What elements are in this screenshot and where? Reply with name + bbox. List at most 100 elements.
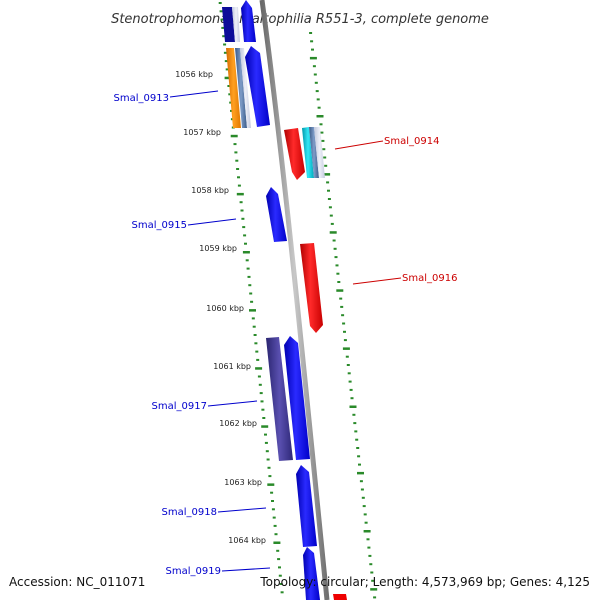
gene-smal-0915[interactable]: [266, 187, 287, 242]
track-dot: [223, 51, 227, 54]
track-dot: [277, 558, 281, 561]
track-dot: [235, 159, 239, 162]
track-dot: [369, 563, 373, 566]
track-dot: [271, 508, 275, 511]
track-dot: [313, 73, 317, 76]
track-dot: [340, 305, 344, 308]
track-dot: [243, 234, 247, 237]
track-major-tick: [236, 192, 244, 196]
track-dot: [245, 259, 249, 262]
gene-smal-0916[interactable]: [300, 243, 323, 333]
track-dot: [233, 143, 237, 146]
track-dot: [363, 513, 367, 516]
track-dot: [373, 596, 377, 599]
track-dot: [349, 388, 353, 391]
tick-label-1057: 1057 kbp: [183, 128, 221, 137]
track-dot: [271, 500, 274, 502]
gene-label-smal-0916[interactable]: Smal_0916: [402, 273, 457, 284]
track-dot: [259, 392, 263, 395]
track-dot: [370, 571, 374, 574]
gene-smal-0918[interactable]: [296, 465, 317, 547]
track-dot: [237, 184, 241, 187]
track-dot: [327, 198, 331, 200]
gene-label-smal-0917[interactable]: Smal_0917: [152, 401, 207, 412]
track-dot: [354, 430, 358, 433]
track-dot: [339, 297, 343, 300]
track-dot: [248, 284, 252, 287]
track-dot: [276, 549, 280, 552]
topology-text: Topology: circular; Length: 4,573,969 bp…: [259, 575, 590, 589]
gene-label-smal-0919[interactable]: Smal_0919: [166, 566, 221, 577]
track-dot: [252, 325, 256, 328]
track-dot: [244, 242, 247, 245]
track-dot: [320, 131, 324, 134]
tick-label-1064: 1064 kbp: [228, 536, 266, 545]
track-dot: [323, 156, 327, 159]
gene-smal-0919[interactable]: [303, 547, 320, 600]
track-dot: [359, 480, 363, 483]
track-dot: [221, 26, 225, 29]
track-dot: [342, 322, 346, 325]
track-dot: [360, 488, 364, 491]
track-dot: [229, 101, 233, 104]
leader-line-0916: [352, 277, 402, 285]
gene-smal-0913[interactable]: [226, 46, 270, 128]
track-dot: [343, 330, 346, 333]
tick-label-1059: 1059 kbp: [199, 244, 237, 253]
track-dot: [346, 364, 350, 366]
track-major-tick: [267, 483, 275, 486]
gene-smal-0914[interactable]: [284, 127, 325, 180]
track-dot: [314, 81, 318, 84]
track-dot: [321, 139, 325, 142]
track-dot: [319, 123, 323, 126]
track-dot: [343, 339, 347, 342]
track-dot: [257, 375, 261, 378]
gene-label-smal-0914[interactable]: Smal_0914: [384, 136, 439, 147]
track-dot: [278, 566, 281, 569]
track-dot: [261, 408, 265, 411]
track-major-tick: [273, 541, 281, 544]
track-dot: [311, 48, 314, 51]
track-major-tick: [357, 471, 364, 475]
track-dot: [327, 189, 330, 192]
track-dot: [272, 516, 276, 519]
gene-label-smal-0918[interactable]: Smal_0918: [162, 507, 217, 518]
track-dot: [237, 176, 240, 179]
track-major-tick: [242, 251, 250, 254]
track-dot: [361, 496, 365, 499]
track-dot: [267, 466, 271, 469]
track-dot: [239, 201, 243, 204]
track-dot: [250, 300, 254, 303]
track-dot: [315, 90, 319, 93]
track-dot: [273, 524, 277, 527]
track-dot: [278, 574, 282, 577]
track-major-tick: [323, 173, 331, 176]
track-dot: [224, 60, 228, 63]
track-dot: [270, 491, 274, 494]
track-major-tick: [249, 309, 256, 312]
track-dot: [228, 93, 232, 96]
track-dot: [355, 438, 359, 441]
track-dot: [362, 505, 366, 508]
tick-label-1060: 1060 kbp: [206, 304, 244, 313]
track-dot: [256, 358, 260, 361]
track-dot: [371, 579, 375, 582]
track-dot: [350, 397, 354, 400]
track-dot: [246, 267, 250, 270]
track-dot: [353, 422, 357, 425]
tick-label-1062: 1062 kbp: [219, 419, 257, 428]
track-dot: [262, 417, 266, 419]
track-dot: [264, 433, 267, 436]
track-dot: [326, 181, 330, 184]
gene-smal-0917[interactable]: [266, 336, 310, 461]
track-dot: [280, 591, 284, 594]
tick-label-1063: 1063 kbp: [224, 478, 262, 487]
track-dot: [337, 281, 341, 283]
track-dot: [309, 32, 313, 34]
gene-label-smal-0913[interactable]: Smal_0913: [114, 93, 169, 104]
track-dot: [218, 2, 222, 4]
track-dot: [335, 264, 339, 267]
gene-label-smal-0915[interactable]: Smal_0915: [132, 220, 187, 231]
track-dot: [366, 538, 370, 541]
